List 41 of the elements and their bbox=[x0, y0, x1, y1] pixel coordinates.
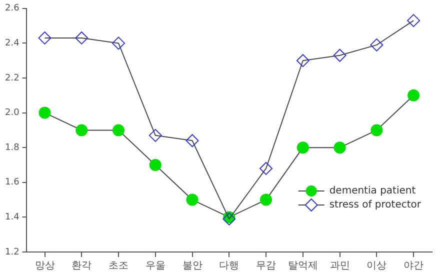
point bbox=[370, 124, 383, 136]
point bbox=[38, 106, 51, 119]
point bbox=[76, 124, 88, 136]
x-tick-label: 초조 bbox=[108, 260, 129, 272]
x-tick-label: 망상 bbox=[34, 260, 55, 272]
point bbox=[333, 48, 346, 62]
legend-label: stress of protector bbox=[329, 200, 422, 211]
y-tick-label: 1.2 bbox=[4, 247, 20, 258]
y-tick-label: 1.6 bbox=[4, 178, 20, 188]
x-tick-label: 과민 bbox=[330, 260, 350, 272]
point bbox=[334, 142, 346, 154]
y-tick-label: 2.6 bbox=[4, 4, 20, 14]
point bbox=[296, 54, 310, 68]
x-tick-label: 불안 bbox=[182, 260, 202, 272]
x-tick-label: 환각 bbox=[72, 260, 92, 272]
point bbox=[148, 128, 162, 142]
point bbox=[75, 31, 88, 44]
point bbox=[186, 134, 199, 148]
point bbox=[296, 142, 309, 154]
point bbox=[149, 159, 162, 171]
point bbox=[407, 14, 420, 28]
legend-label: dementia patient bbox=[329, 186, 416, 197]
x-tick-label: 무감 bbox=[256, 260, 276, 272]
y-tick-label: 2.4 bbox=[4, 38, 20, 49]
x-tick-label: 탈억제 bbox=[288, 260, 318, 272]
point bbox=[112, 36, 126, 50]
point bbox=[186, 194, 198, 206]
point bbox=[38, 31, 52, 44]
x-tick-label: 다행 bbox=[219, 260, 240, 272]
point bbox=[260, 194, 272, 206]
x-tick-label: 야간 bbox=[404, 260, 424, 272]
y-tick-label: 1.4 bbox=[4, 212, 20, 223]
y-tick-label: 2.0 bbox=[4, 108, 20, 118]
point bbox=[112, 124, 125, 136]
y-tick-label: 1.8 bbox=[4, 142, 20, 153]
point bbox=[370, 38, 384, 52]
point bbox=[408, 89, 420, 102]
x-tick-label: 우울 bbox=[145, 260, 166, 272]
y-tick-label: 2.2 bbox=[4, 73, 20, 84]
x-tick-label: 이상 bbox=[366, 260, 387, 272]
point bbox=[260, 162, 273, 175]
